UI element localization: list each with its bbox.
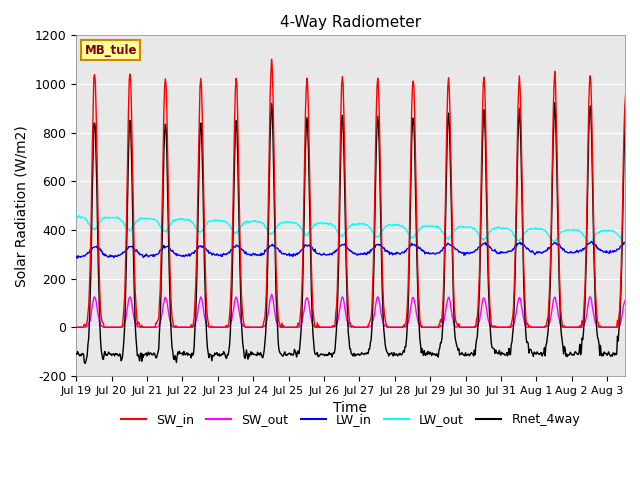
Text: MB_tule: MB_tule xyxy=(84,44,137,57)
X-axis label: Time: Time xyxy=(333,401,367,415)
Title: 4-Way Radiometer: 4-Way Radiometer xyxy=(280,15,421,30)
Legend: SW_in, SW_out, LW_in, LW_out, Rnet_4way: SW_in, SW_out, LW_in, LW_out, Rnet_4way xyxy=(116,408,585,431)
Y-axis label: Solar Radiation (W/m2): Solar Radiation (W/m2) xyxy=(15,125,29,287)
